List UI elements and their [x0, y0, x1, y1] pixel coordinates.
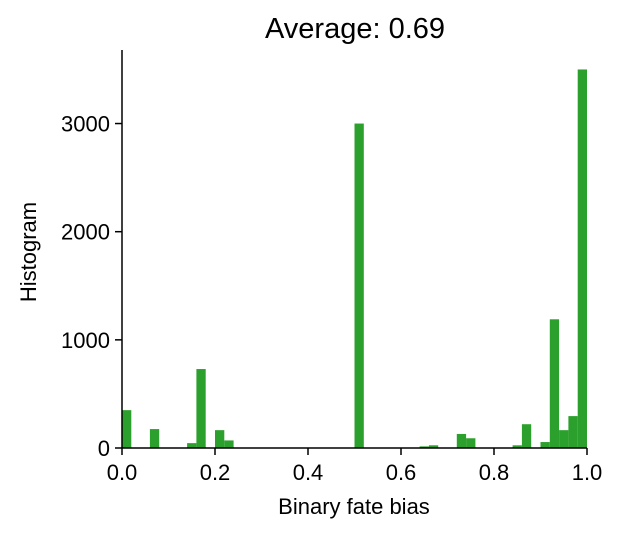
histogram-bar	[512, 445, 522, 448]
histogram-bar	[549, 319, 560, 448]
x-tick-label: 0.4	[293, 460, 324, 485]
chart-title: Average: 0.69	[265, 13, 445, 45]
y-axis-title: Histogram	[16, 202, 41, 302]
histogram-bar	[568, 416, 578, 448]
histogram-bar	[577, 69, 587, 448]
histogram-bar	[466, 438, 476, 448]
histogram-bar	[559, 430, 569, 448]
bars-group	[122, 69, 587, 448]
histogram-bar	[149, 429, 160, 448]
histogram-bar	[122, 410, 132, 448]
histogram-bar	[419, 446, 429, 448]
y-tick-label: 0	[98, 436, 110, 461]
histogram-bar	[521, 424, 532, 448]
axes-group	[121, 50, 587, 449]
x-tick-label: 1.0	[572, 460, 603, 485]
histogram-bar	[354, 123, 364, 448]
x-tick-label: 0.2	[200, 460, 231, 485]
y-ticks-group: 0 1000 2000 3000	[61, 112, 122, 461]
x-ticks-group: 0.0 0.2 0.4 0.6 0.8 1.0	[107, 448, 603, 485]
histogram-bar	[456, 433, 467, 448]
x-tick-label: 0.0	[107, 460, 138, 485]
histogram-bar	[215, 430, 225, 448]
y-tick-label: 3000	[61, 112, 110, 137]
y-tick-label: 1000	[61, 328, 110, 353]
x-tick-label: 0.6	[386, 460, 417, 485]
histogram-bar	[540, 442, 550, 448]
histogram-bar	[428, 445, 439, 448]
x-axis-title: Binary fate bias	[278, 494, 430, 519]
histogram-bar	[196, 369, 206, 448]
x-tick-label: 0.8	[479, 460, 510, 485]
histogram-bar	[187, 443, 197, 448]
y-tick-label: 2000	[61, 220, 110, 245]
histogram-bar	[224, 440, 234, 448]
